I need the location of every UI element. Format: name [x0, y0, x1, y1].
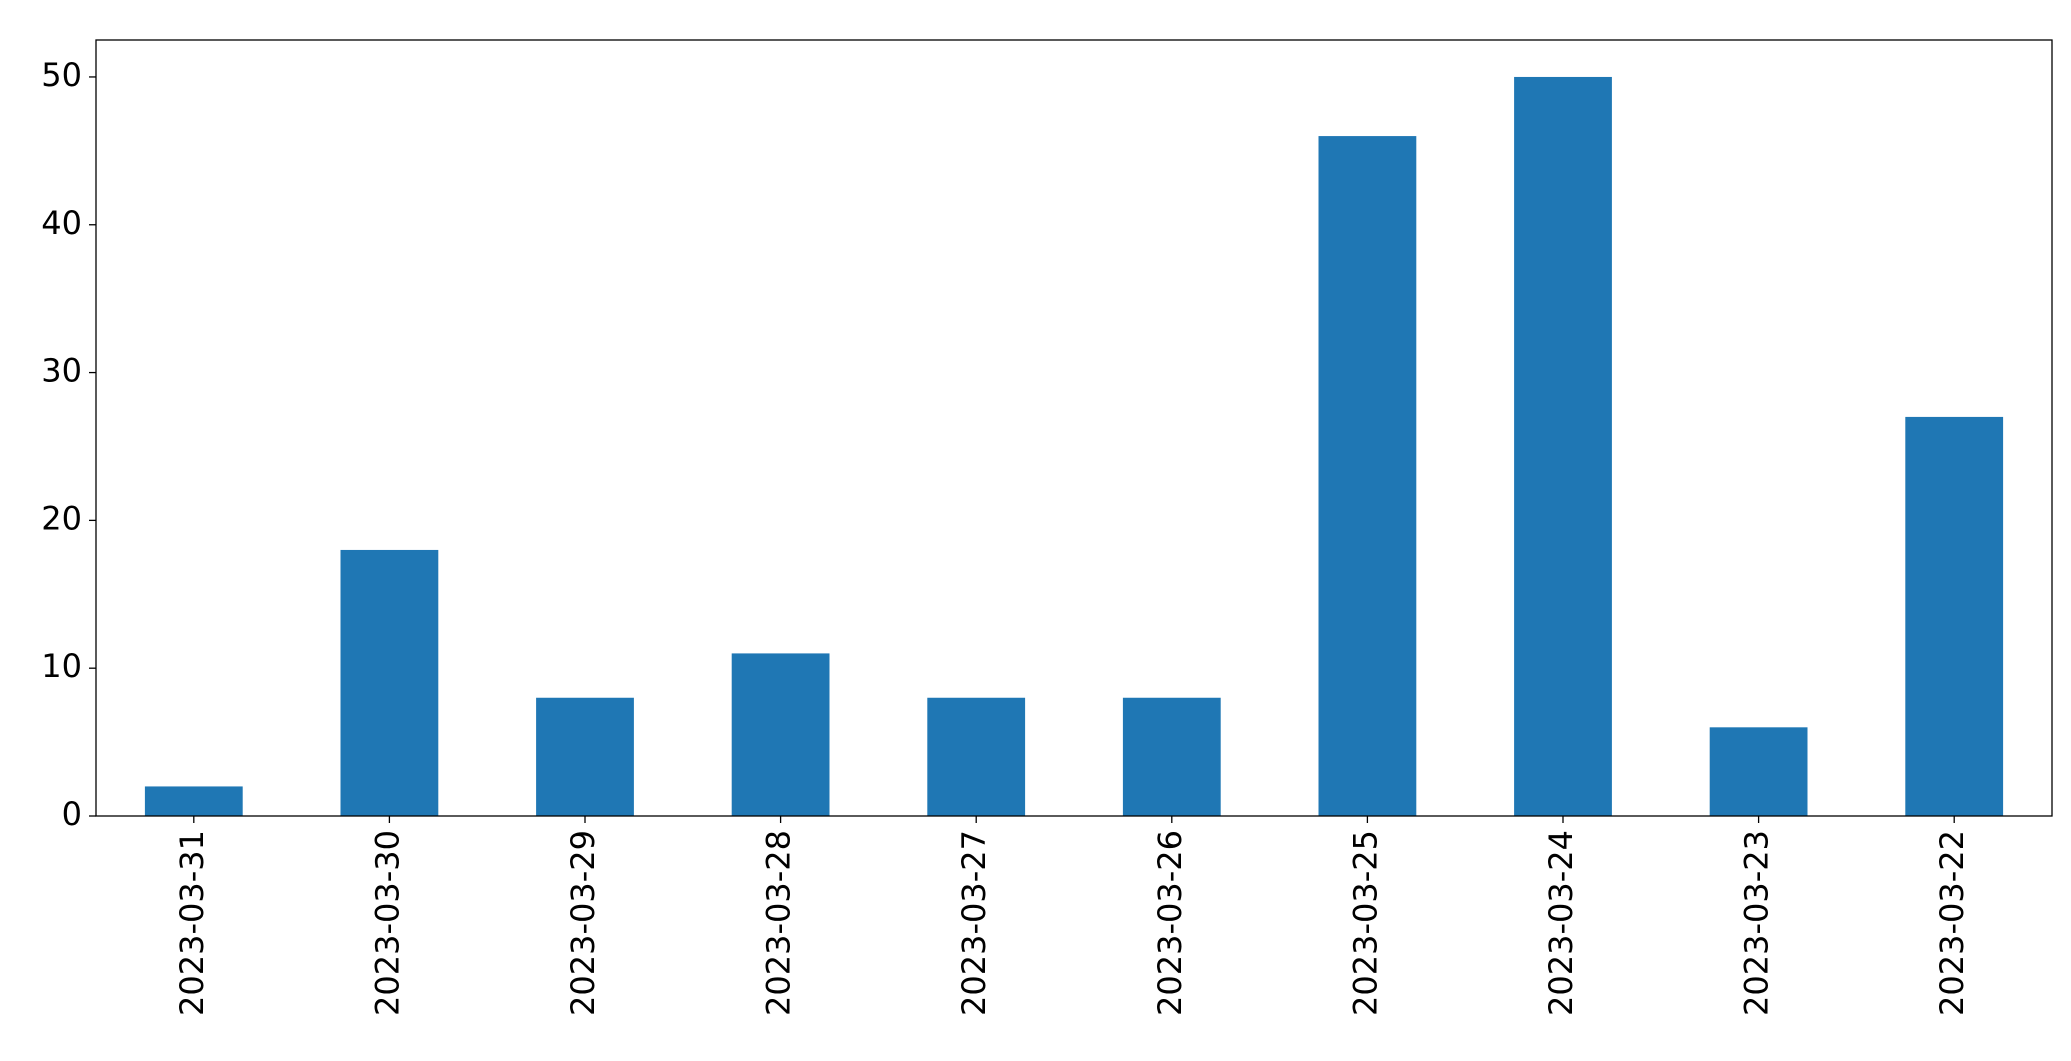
- bar: [144, 786, 243, 816]
- x-tick-label: 2023-03-30: [368, 830, 406, 1016]
- bar: [1709, 727, 1808, 816]
- y-tick-label: 20: [41, 499, 82, 537]
- x-tick-label: 2023-03-25: [1346, 830, 1384, 1016]
- x-tick-label: 2023-03-28: [760, 830, 798, 1016]
- x-tick-label: 2023-03-24: [1542, 830, 1580, 1016]
- bar: [1318, 136, 1417, 817]
- bar: [927, 697, 1026, 816]
- y-tick-label: 0: [62, 795, 82, 833]
- x-tick-label: 2023-03-31: [173, 830, 211, 1016]
- bar: [1905, 416, 2004, 816]
- bar: [1122, 697, 1221, 816]
- x-tick-label: 2023-03-27: [955, 830, 993, 1016]
- bar: [536, 697, 634, 816]
- y-tick-label: 50: [41, 56, 82, 94]
- y-tick-label: 40: [41, 204, 82, 242]
- x-tick-label: 2023-03-22: [1933, 830, 1971, 1016]
- bar: [731, 653, 830, 816]
- bar: [340, 549, 439, 816]
- x-tick-label: 2023-03-26: [1151, 830, 1189, 1016]
- y-tick-label: 10: [41, 647, 82, 685]
- plot-frame: [95, 39, 2053, 817]
- x-tick-label: 2023-03-29: [564, 830, 602, 1016]
- y-tick-label: 30: [41, 352, 82, 390]
- x-tick-label: 2023-03-23: [1738, 830, 1776, 1016]
- bar: [1514, 76, 1612, 816]
